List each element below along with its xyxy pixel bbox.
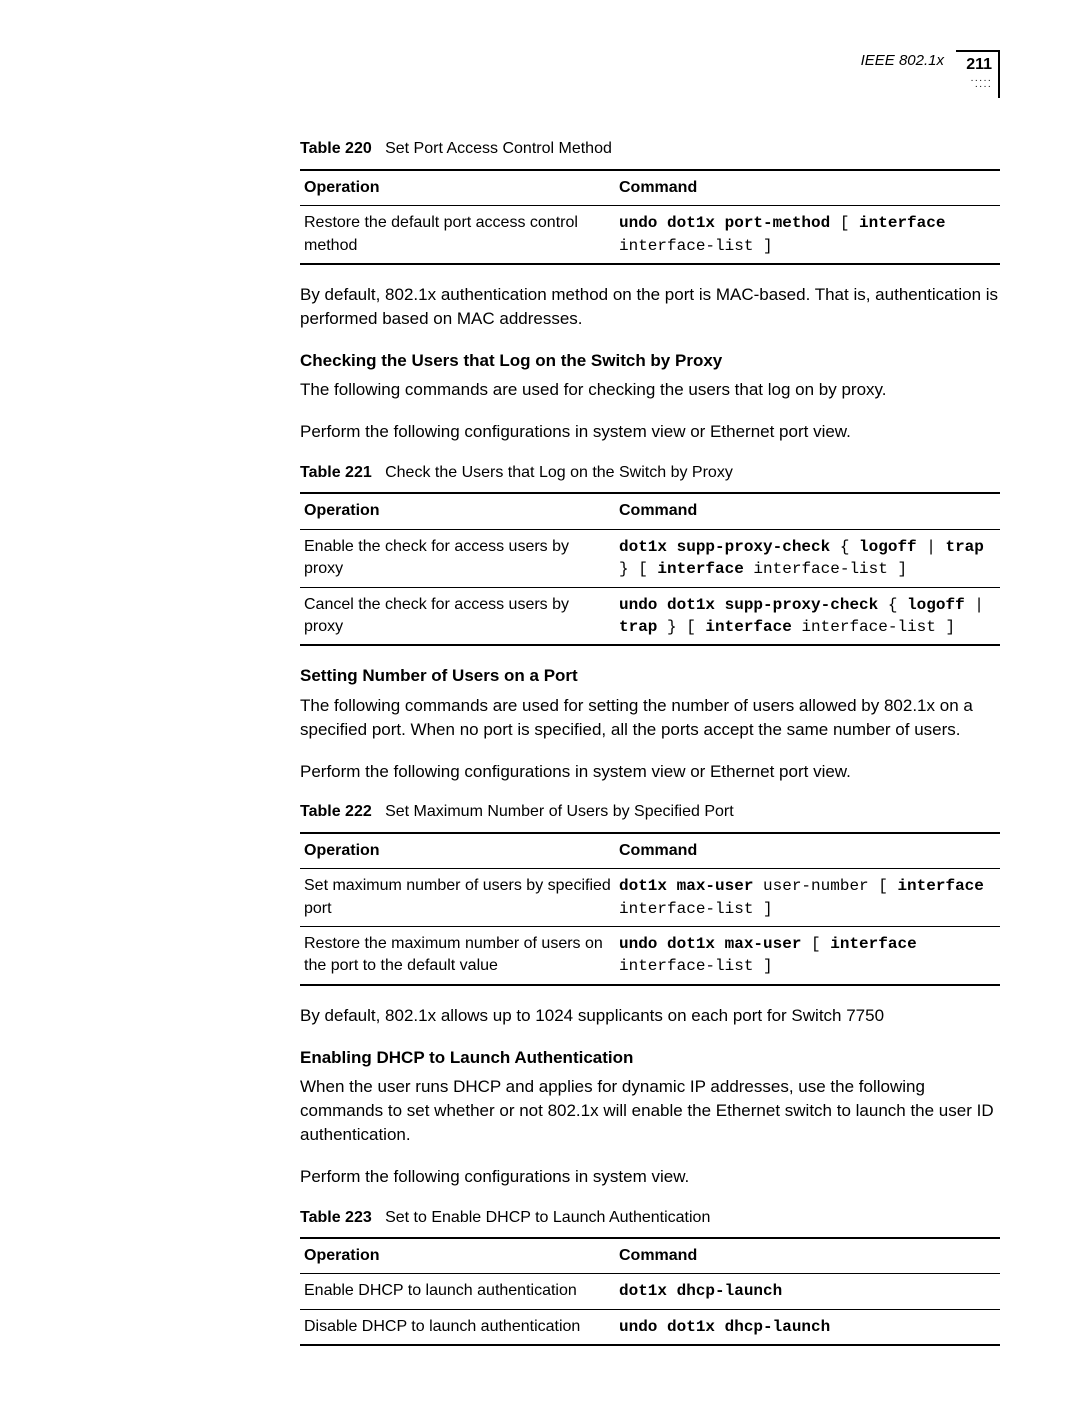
section2-heading: Setting Number of Users on a Port bbox=[300, 664, 1000, 688]
table223-r0-cmd: dot1x dhcp-launch bbox=[615, 1274, 1000, 1309]
paragraph: When the user runs DHCP and applies for … bbox=[300, 1075, 1000, 1146]
page-number-box: 211 ········· bbox=[956, 50, 1000, 98]
table223-caption: Table 223 Set to Enable DHCP to Launch A… bbox=[300, 1207, 1000, 1229]
table-row: Set maximum number of users by specified… bbox=[300, 869, 1000, 927]
paragraph: The following commands are used for sett… bbox=[300, 694, 1000, 742]
paragraph: Perform the following configurations in … bbox=[300, 1165, 1000, 1189]
table221-r1-op: Cancel the check for access users by pro… bbox=[300, 587, 615, 645]
table-row: Enable DHCP to launch authentication dot… bbox=[300, 1274, 1000, 1309]
table221-label: Table 221 bbox=[300, 464, 372, 481]
table223-text: Set to Enable DHCP to Launch Authenticat… bbox=[385, 1209, 710, 1226]
table222-r0-op: Set maximum number of users by specified… bbox=[300, 869, 615, 927]
table223-col1: Command bbox=[615, 1238, 1000, 1274]
page-number: 211 bbox=[962, 54, 992, 76]
table223-col0: Operation bbox=[300, 1238, 615, 1274]
table221-caption: Table 221 Check the Users that Log on th… bbox=[300, 462, 1000, 484]
table222-col0: Operation bbox=[300, 833, 615, 869]
table223-r1-cmd: undo dot1x dhcp-launch bbox=[615, 1309, 1000, 1345]
table-row: Cancel the check for access users by pro… bbox=[300, 587, 1000, 645]
table-row: Enable the check for access users by pro… bbox=[300, 529, 1000, 587]
paragraph: By default, 802.1x allows up to 1024 sup… bbox=[300, 1004, 1000, 1028]
table222-col1: Command bbox=[615, 833, 1000, 869]
table221-r0-op: Enable the check for access users by pro… bbox=[300, 529, 615, 587]
table223-r1-op: Disable DHCP to launch authentication bbox=[300, 1309, 615, 1345]
dots-icon: ········· bbox=[962, 78, 992, 90]
table220-r0-cmd: undo dot1x port-method [ interface inter… bbox=[615, 206, 1000, 264]
table220-text: Set Port Access Control Method bbox=[385, 140, 612, 157]
paragraph: Perform the following configurations in … bbox=[300, 420, 1000, 444]
table220-r0-op: Restore the default port access control … bbox=[300, 206, 615, 264]
table-row: Disable DHCP to launch authentication un… bbox=[300, 1309, 1000, 1345]
paragraph: By default, 802.1x authentication method… bbox=[300, 283, 1000, 331]
table223-label: Table 223 bbox=[300, 1209, 372, 1226]
table220-col1: Command bbox=[615, 170, 1000, 206]
paragraph: Perform the following configurations in … bbox=[300, 760, 1000, 784]
table222-label: Table 222 bbox=[300, 803, 372, 820]
table220-label: Table 220 bbox=[300, 140, 372, 157]
table221-r1-cmd: undo dot1x supp-proxy-check { logoff | t… bbox=[615, 587, 1000, 645]
table221: Operation Command Enable the check for a… bbox=[300, 492, 1000, 646]
table223: Operation Command Enable DHCP to launch … bbox=[300, 1237, 1000, 1346]
table220-caption: Table 220 Set Port Access Control Method bbox=[300, 138, 1000, 160]
table-row: Restore the maximum number of users on t… bbox=[300, 927, 1000, 985]
section3-heading: Enabling DHCP to Launch Authentication bbox=[300, 1046, 1000, 1070]
table222: Operation Command Set maximum number of … bbox=[300, 832, 1000, 986]
header-title: IEEE 802.1x bbox=[861, 50, 944, 71]
table222-r1-cmd: undo dot1x max-user [ interface interfac… bbox=[615, 927, 1000, 985]
table221-col0: Operation bbox=[300, 493, 615, 529]
table222-caption: Table 222 Set Maximum Number of Users by… bbox=[300, 801, 1000, 823]
table221-text: Check the Users that Log on the Switch b… bbox=[385, 464, 733, 481]
table221-r0-cmd: dot1x supp-proxy-check { logoff | trap }… bbox=[615, 529, 1000, 587]
page-header: IEEE 802.1x 211 ········· bbox=[300, 50, 1000, 98]
table222-text: Set Maximum Number of Users by Specified… bbox=[385, 803, 734, 820]
table220-col0: Operation bbox=[300, 170, 615, 206]
table223-r0-op: Enable DHCP to launch authentication bbox=[300, 1274, 615, 1309]
table221-col1: Command bbox=[615, 493, 1000, 529]
section1-heading: Checking the Users that Log on the Switc… bbox=[300, 349, 1000, 373]
table222-r0-cmd: dot1x max-user user-number [ interface i… bbox=[615, 869, 1000, 927]
table222-r1-op: Restore the maximum number of users on t… bbox=[300, 927, 615, 985]
paragraph: The following commands are used for chec… bbox=[300, 378, 1000, 402]
table-row: Restore the default port access control … bbox=[300, 206, 1000, 264]
table220: Operation Command Restore the default po… bbox=[300, 169, 1000, 265]
